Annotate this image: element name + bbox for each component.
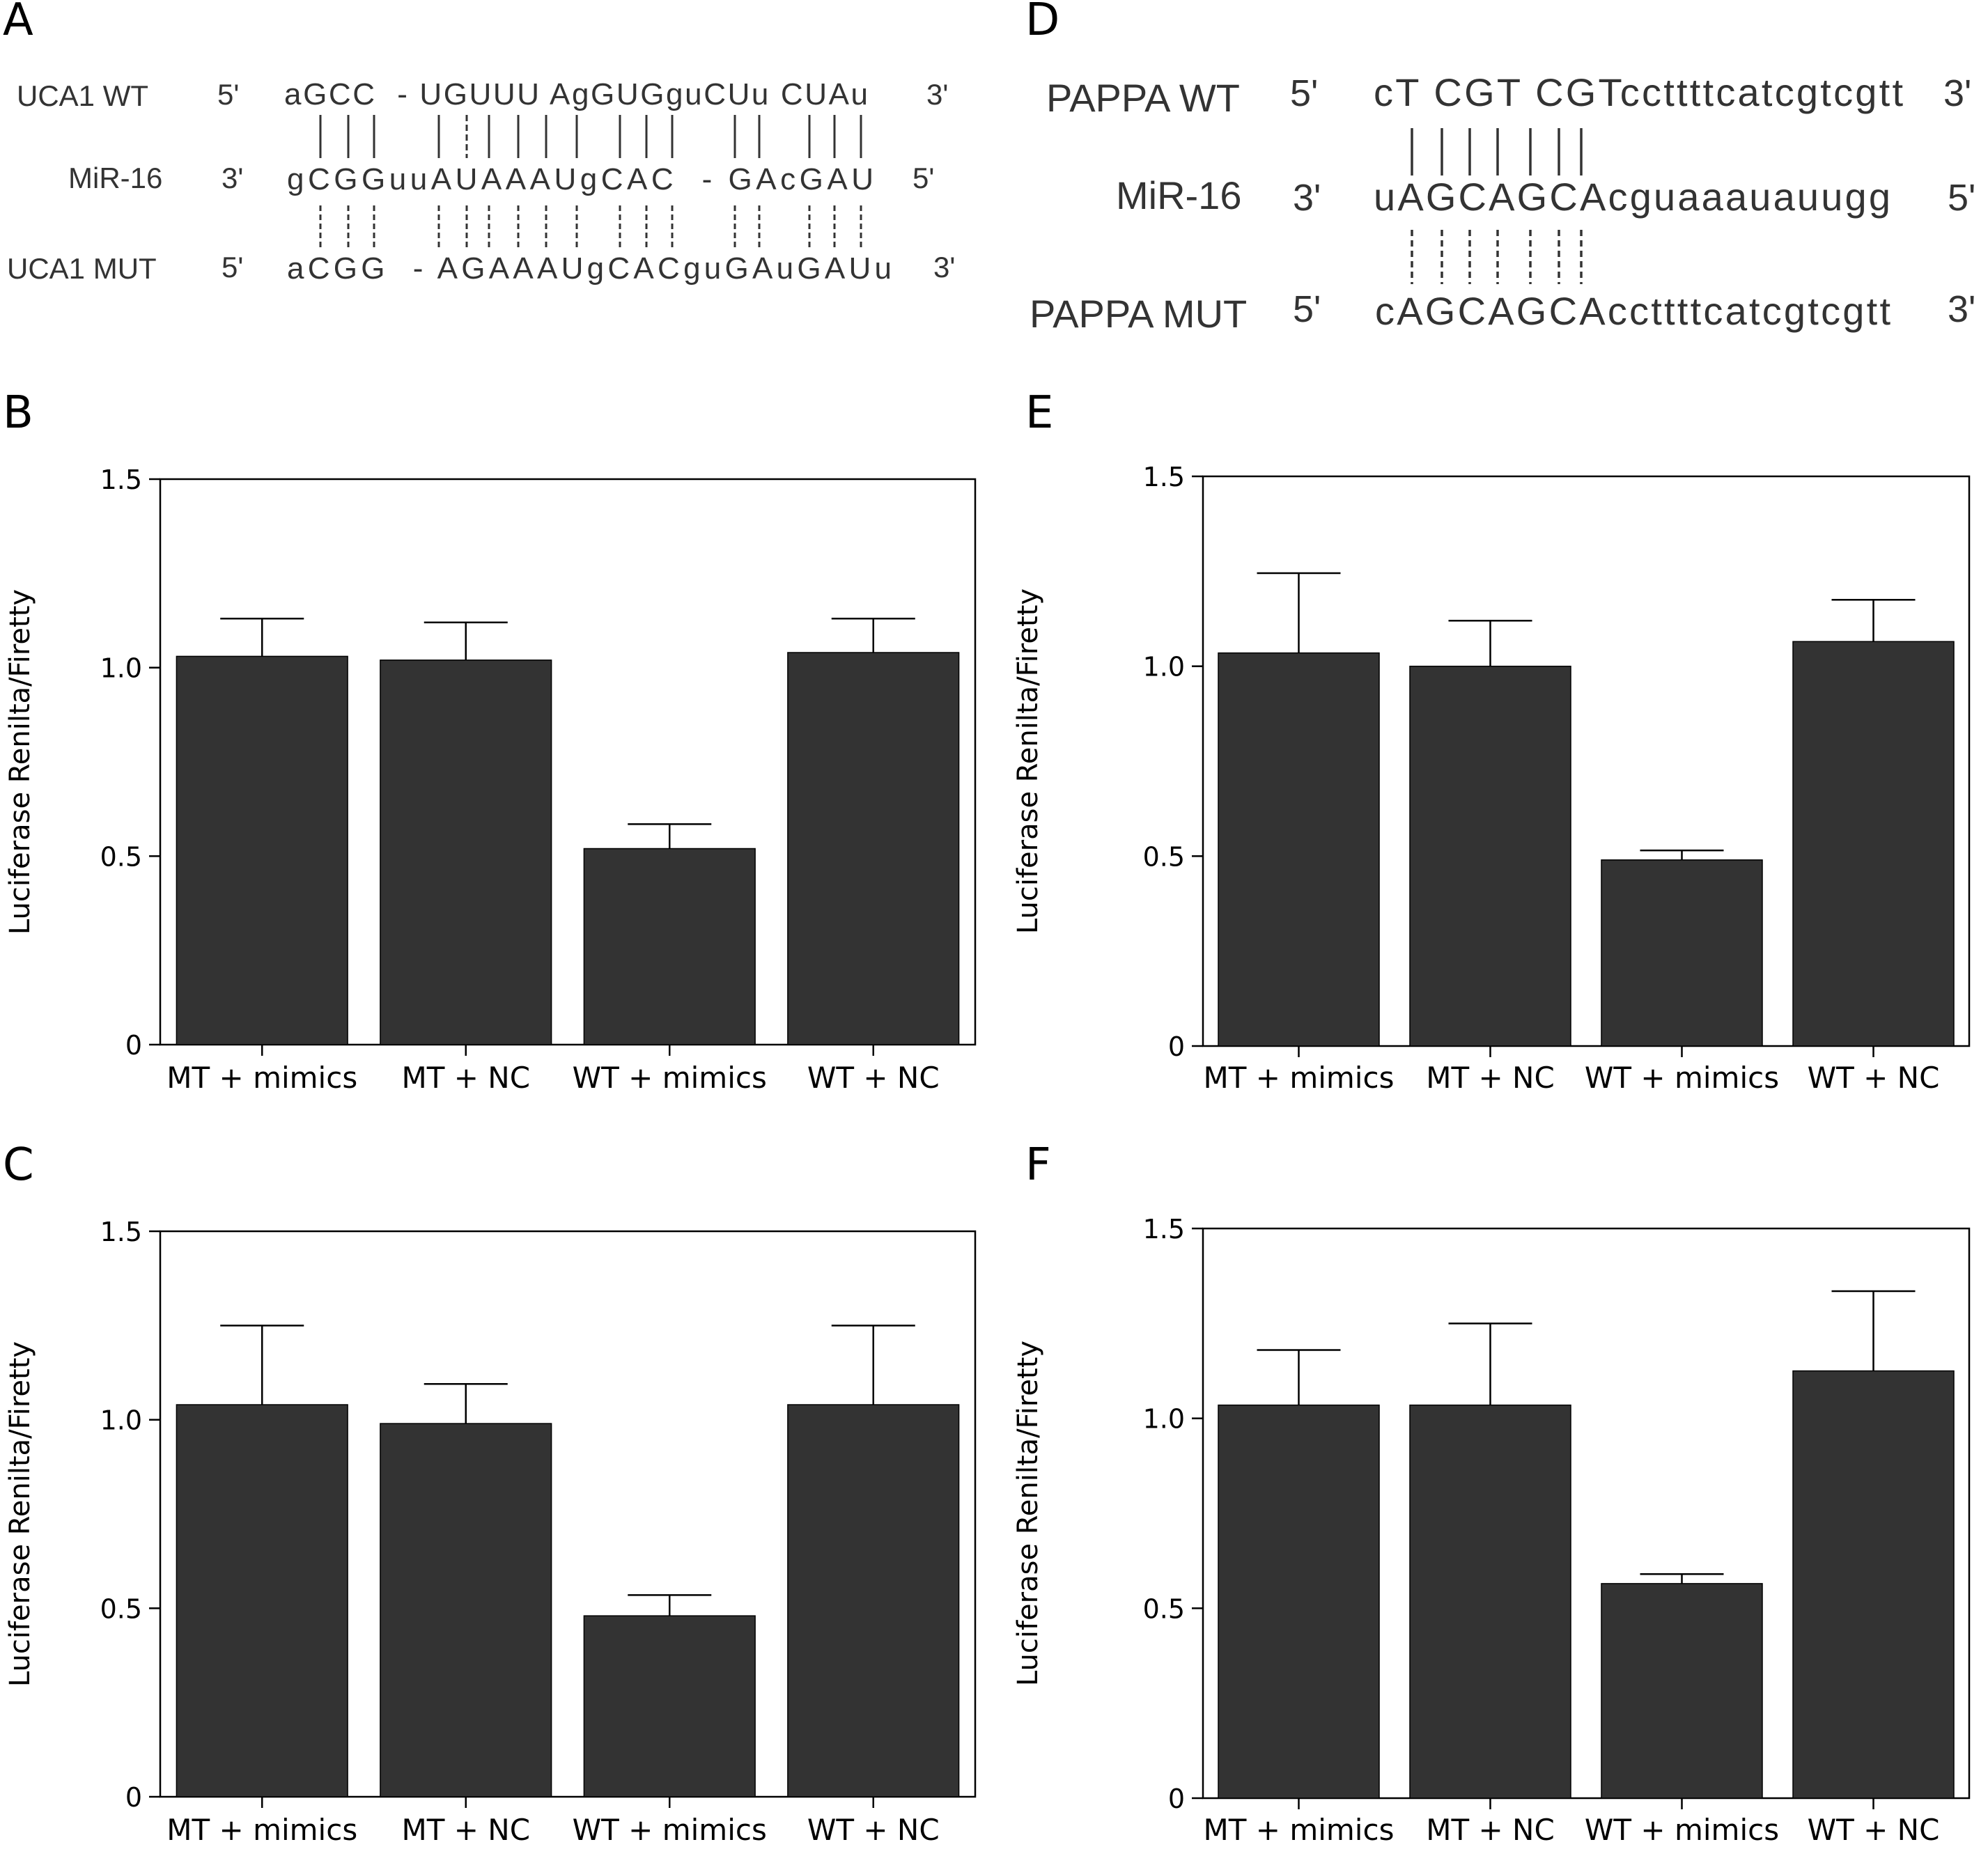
x-tick-label-b-2: WT + mimics <box>573 1061 767 1095</box>
y-tick-label-f-2: 1.0 <box>1143 1404 1185 1435</box>
x-tick-label-f-3: WT + NC <box>1808 1813 1940 1847</box>
y-axis-label-b: Luciferase Renilta/Firetty <box>4 589 36 935</box>
x-tick-label-c-0: MT + mimics <box>166 1813 357 1847</box>
y-axis-label-f: Luciferase Renilta/Firetty <box>1012 1341 1044 1686</box>
seq-d-row2-sequence: uAGCAGCAcguaaauauugg <box>1374 175 1890 219</box>
seq-a-row2-left-end: 3' <box>222 162 243 194</box>
seq-d-row3-right-end: 3' <box>1948 288 1975 330</box>
bar-b-3 <box>787 652 960 1045</box>
bar-c-0 <box>176 1404 348 1797</box>
y-tick-label-b-2: 1.0 <box>100 653 142 684</box>
pairing-marks-d-top <box>1411 128 1583 175</box>
bar-c-3 <box>787 1404 960 1797</box>
panel-letter-b: B <box>3 387 33 439</box>
y-tick-label-e-3: 1.5 <box>1143 462 1185 492</box>
bar-chart-e: 0 0.5 1.0 1.5 Luciferase Renilta/Firetty MT +… <box>1012 462 1971 1095</box>
pairing-marks-a-top <box>319 115 862 158</box>
bar-e-1 <box>1409 665 1571 1047</box>
seq-d-row3-left-end: 5' <box>1293 288 1321 330</box>
seq-a-row1-name: UCA1 WT <box>17 79 148 112</box>
x-tick-label-f-2: WT + mimics <box>1585 1813 1779 1847</box>
x-tick-label-c-2: WT + mimics <box>573 1813 767 1847</box>
seq-d-row2-name: MiR-16 <box>1116 173 1241 217</box>
seq-a-row2-right-end: 5' <box>913 162 934 194</box>
bar-f-1 <box>1409 1404 1571 1799</box>
y-tick-label-c-3: 1.5 <box>100 1217 142 1247</box>
plot-frame-b <box>159 478 977 1046</box>
y-tick-label-b-0: 0 <box>125 1030 142 1061</box>
x-tick-label-c-3: WT + NC <box>807 1813 940 1847</box>
seq-a-row1-sequence: aGCC - UGUUU AgGUGguCUu CUAu <box>284 77 868 111</box>
seq-a-row3-name: UCA1 MUT <box>7 252 157 285</box>
x-tick-label-b-3: WT + NC <box>807 1061 940 1095</box>
bar-b-0 <box>176 655 348 1045</box>
y-tick-label-b-3: 1.5 <box>100 465 142 495</box>
seq-d-row3-sequence: cAGCAGCAccttttcatcgtcgtt <box>1375 289 1890 333</box>
seq-a-row1-right-end: 3' <box>926 78 948 111</box>
pairing-marks-d-bottom <box>1411 230 1583 284</box>
bar-f-3 <box>1792 1370 1955 1799</box>
bar-e-2 <box>1601 859 1763 1047</box>
y-axis-label-c: Luciferase Renilta/Firetty <box>4 1341 36 1687</box>
x-tick-label-e-0: MT + mimics <box>1204 1061 1395 1095</box>
seq-d-row2-left-end: 3' <box>1293 177 1321 219</box>
panel-letter-a: A <box>3 0 33 46</box>
seq-a-row3-left-end: 5' <box>222 251 243 283</box>
x-tick-label-b-1: MT + NC <box>401 1061 530 1095</box>
x-tick-label-e-2: WT + mimics <box>1585 1061 1779 1095</box>
plot-frame-c <box>159 1230 977 1798</box>
bar-e-3 <box>1792 641 1955 1047</box>
y-tick-label-e-1: 0.5 <box>1143 841 1185 872</box>
y-tick-label-e-2: 1.0 <box>1143 652 1185 682</box>
seq-a-row2-sequence: gCGGuuAUAAAUgCAC - GAcGAU <box>287 162 873 196</box>
y-tick-label-f-3: 1.5 <box>1143 1214 1185 1245</box>
seq-d-row2-right-end: 5' <box>1948 177 1975 219</box>
panel-letter-c: C <box>3 1139 34 1191</box>
y-tick-label-c-2: 1.0 <box>100 1405 142 1436</box>
bar-chart-c: 0 0.5 1.0 1.5 Luciferase Renilta/Firetty MT +… <box>4 1217 977 1847</box>
y-tick-label-b-1: 0.5 <box>100 841 142 872</box>
y-tick-label-e-0: 0 <box>1168 1031 1185 1062</box>
y-tick-label-f-1: 0.5 <box>1143 1593 1185 1624</box>
x-tick-label-f-0: MT + mimics <box>1204 1813 1395 1847</box>
bar-c-1 <box>380 1423 552 1797</box>
bar-b-1 <box>380 660 552 1045</box>
bar-b-2 <box>583 848 756 1045</box>
y-tick-label-c-1: 0.5 <box>100 1593 142 1624</box>
bar-f-0 <box>1218 1404 1380 1799</box>
seq-d-row3-name: PAPPA MUT <box>1030 292 1247 336</box>
y-tick-label-c-0: 0 <box>125 1782 142 1813</box>
bar-f-2 <box>1601 1583 1763 1799</box>
bar-chart-f: 0 0.5 1.0 1.5 Luciferase Renilta/Firetty MT +… <box>1012 1214 1971 1847</box>
seq-d-row1-left-end: 5' <box>1290 72 1318 114</box>
panel-letter-d: D <box>1025 0 1060 46</box>
seq-a-row3-right-end: 3' <box>933 251 955 283</box>
panel-letter-e: E <box>1025 387 1054 439</box>
plot-frame-e <box>1202 475 1971 1047</box>
seq-d-row1-right-end: 3' <box>1943 72 1971 114</box>
x-tick-label-c-1: MT + NC <box>401 1813 530 1847</box>
x-tick-label-e-3: WT + NC <box>1808 1061 1940 1095</box>
bar-chart-b: 0 0.5 1.0 1.5 Luciferase Renilta/Firetty MT +… <box>4 465 977 1095</box>
pairing-marks-a-bottom <box>319 205 862 247</box>
plot-frame-f <box>1202 1227 1971 1800</box>
seq-a-row2-name: MiR-16 <box>68 162 162 194</box>
y-tick-label-f-0: 0 <box>1168 1784 1185 1814</box>
panel-letter-f: F <box>1025 1139 1051 1191</box>
bar-e-0 <box>1218 652 1380 1047</box>
bar-c-2 <box>583 1615 756 1797</box>
x-tick-label-e-1: MT + NC <box>1426 1061 1555 1095</box>
panel-d-sequence-alignment: PAPPA WT 5' cT CGT CGTccttttcatcgtcgtt 3… <box>1030 70 1975 336</box>
x-tick-label-f-1: MT + NC <box>1426 1813 1555 1847</box>
seq-a-row3-sequence: aCGG - AGAAAUgCACguGAuGAUu <box>287 251 892 286</box>
seq-d-row1-name: PAPPA WT <box>1046 76 1240 120</box>
seq-a-row1-left-end: 5' <box>217 78 239 111</box>
y-axis-label-e: Luciferase Renilta/Firetty <box>1012 588 1044 934</box>
x-tick-label-b-0: MT + mimics <box>166 1061 357 1095</box>
seq-d-row1-sequence: cT CGT CGTccttttcatcgtcgtt <box>1374 70 1903 114</box>
panel-a-sequence-alignment: UCA1 WT 5' aGCC - UGUUU AgGUGguCUu CUAu … <box>7 77 955 286</box>
